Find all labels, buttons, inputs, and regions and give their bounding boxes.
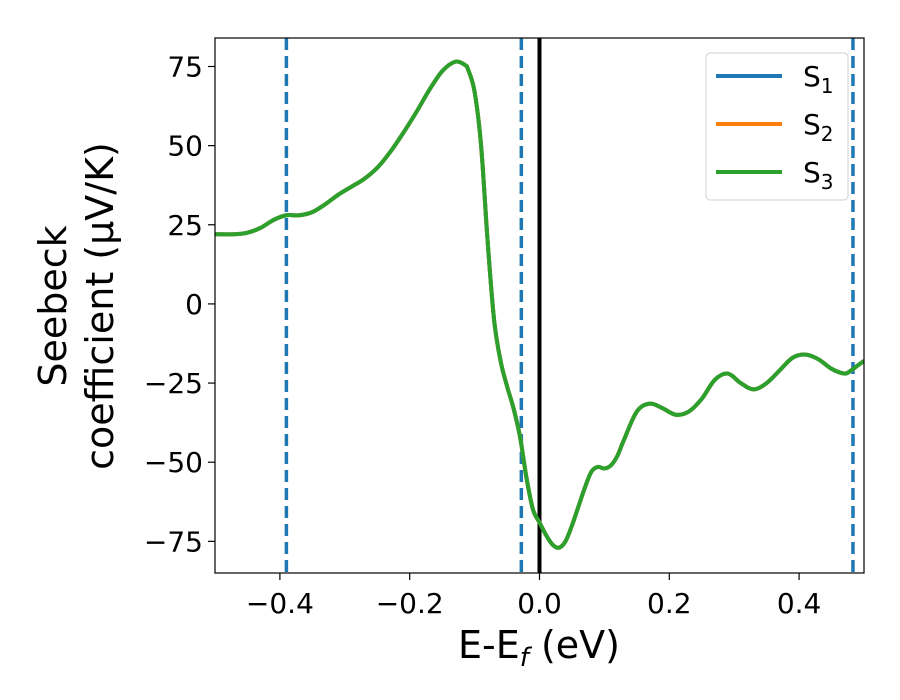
x-axis-label-main: E-E [458, 623, 520, 667]
x-tick-label: 0.4 [777, 587, 822, 620]
x-tick-label: 0.0 [517, 587, 562, 620]
x-axis-label-rest: (eV) [529, 623, 620, 667]
series-lines [215, 59, 864, 550]
vertical-lines [284, 38, 855, 573]
x-tick-label: 0.2 [647, 587, 692, 620]
y-tick-label: −75 [144, 525, 203, 558]
y-axis-ticks: 75 50 25 0 −25 −50 −75 [144, 50, 215, 558]
legend-label-s2: S2 [803, 108, 834, 146]
legend: S1 S2 S3 [705, 52, 849, 201]
x-axis-ticks: −0.4 −0.2 0.0 0.2 0.4 [246, 573, 821, 620]
y-axis-label-line1: Seebeck [31, 225, 75, 386]
y-tick-label: −25 [144, 367, 203, 400]
y-tick-label: 0 [185, 288, 203, 321]
series-line-s3 [215, 59, 864, 550]
legend-box [705, 52, 849, 201]
x-axis-label: E-Ef (eV) [458, 623, 620, 673]
y-tick-label: 25 [167, 209, 203, 242]
y-axis-label-line2: coefficient (μV/K) [78, 142, 122, 470]
y-tick-label: 50 [167, 130, 203, 163]
x-tick-label: −0.4 [246, 587, 314, 620]
y-tick-label: −50 [144, 446, 203, 479]
legend-label-s3: S3 [803, 156, 834, 194]
x-tick-label: −0.2 [376, 587, 444, 620]
y-tick-label: 75 [167, 50, 203, 83]
legend-label-s1: S1 [803, 60, 834, 98]
